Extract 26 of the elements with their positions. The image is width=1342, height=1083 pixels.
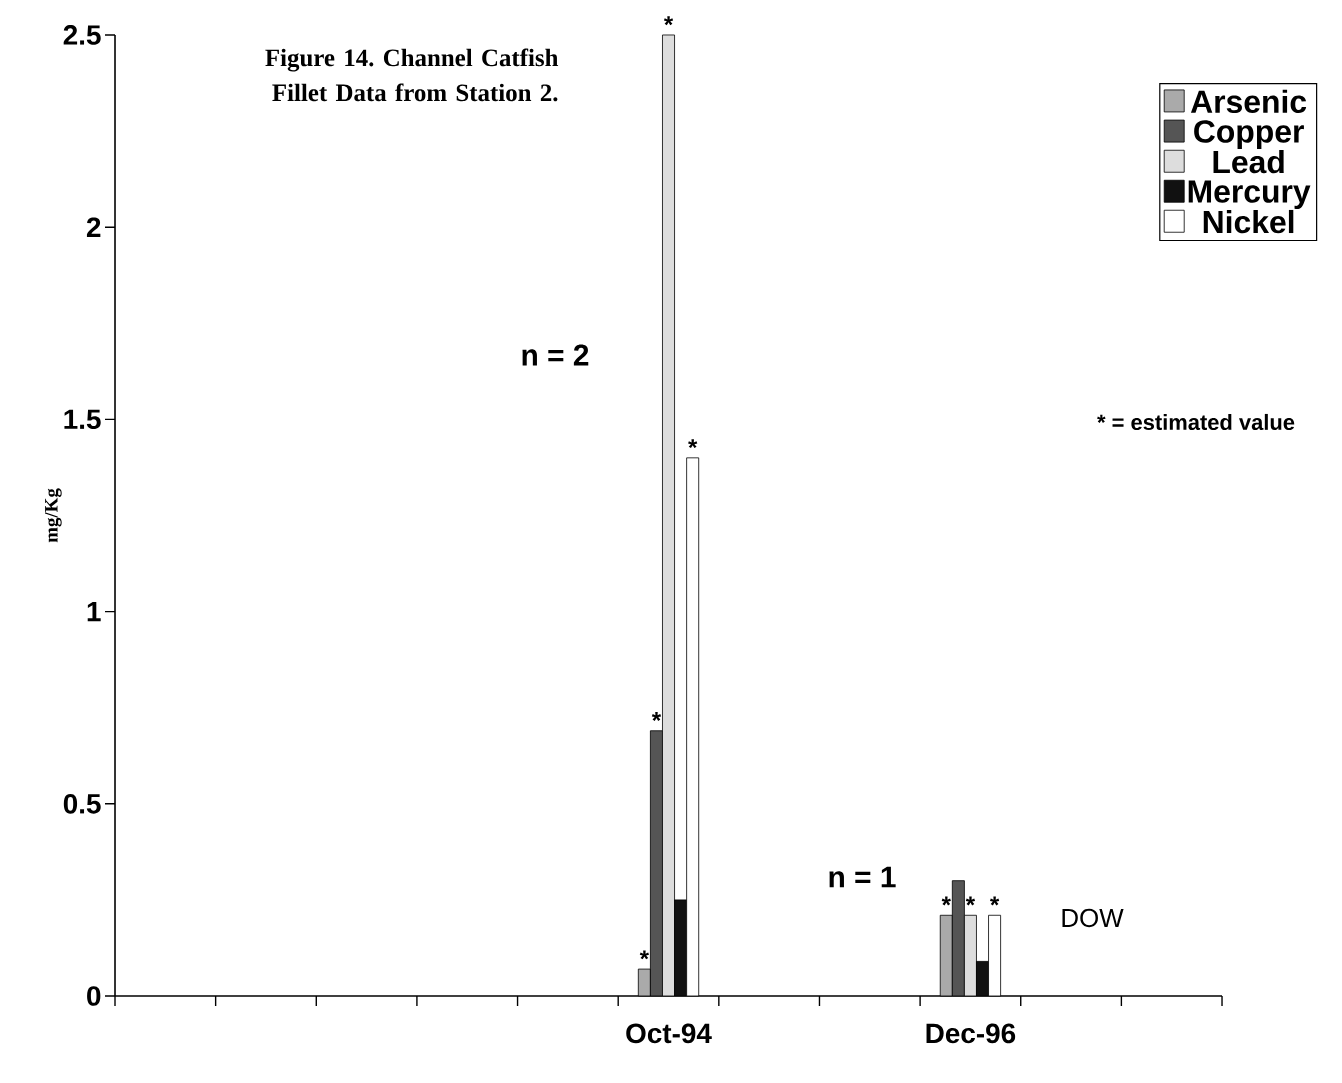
annotation: n = 1 xyxy=(829,866,896,888)
y-tick-label: 1 xyxy=(87,602,101,622)
legend-label: Nickel xyxy=(1203,209,1294,234)
y-tick-label: 0 xyxy=(87,986,101,1006)
data-label: * xyxy=(688,439,698,449)
annotation: * = estimated value xyxy=(1097,413,1295,431)
legend-label: Mercury xyxy=(1188,180,1311,210)
y-tick-label: 2 xyxy=(86,217,101,237)
y-tick-label: 0.5 xyxy=(63,793,101,814)
legend-label: Lead xyxy=(1213,149,1284,174)
y-axis-title: mg/Kg xyxy=(45,488,62,543)
data-label: * xyxy=(941,896,951,906)
x-tick-label: Oct-94 xyxy=(626,1023,712,1044)
legend-label: Arsenic xyxy=(1190,89,1307,114)
legend-label: Copper xyxy=(1194,120,1304,150)
annotation: DOW xyxy=(1062,908,1124,928)
data-label: * xyxy=(651,712,662,722)
data-label: * xyxy=(639,950,649,960)
data-label: * xyxy=(965,896,976,906)
x-tick-label: Dec-96 xyxy=(926,1023,1016,1044)
y-tick-label: 2.5 xyxy=(63,25,101,45)
y-tick-label: 1.5 xyxy=(64,409,101,430)
text: Figure 14. Channel Catfish Fillet Data from Station 2. xyxy=(265,48,559,102)
data-label: * xyxy=(663,16,674,26)
annotation: n = 2 xyxy=(522,344,589,366)
data-label: * xyxy=(989,896,1000,906)
